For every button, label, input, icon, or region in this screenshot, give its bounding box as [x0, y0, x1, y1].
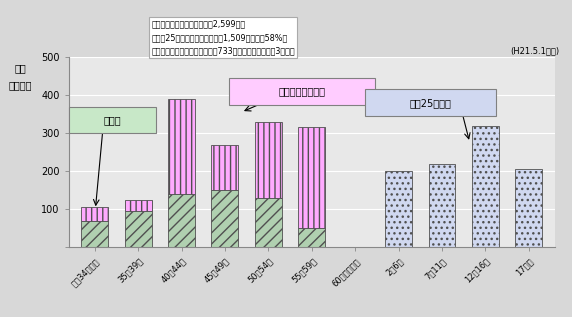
FancyBboxPatch shape [69, 107, 156, 133]
FancyBboxPatch shape [229, 78, 375, 105]
Text: 経年25年未満: 経年25年未満 [410, 98, 452, 108]
Bar [168, 99, 195, 194]
Bar [385, 171, 412, 247]
Bar [255, 122, 282, 198]
Bar [125, 211, 152, 247]
Bar [472, 126, 499, 247]
Text: 改修済: 改修済 [104, 115, 121, 125]
Bar [125, 200, 152, 211]
Bar [298, 228, 325, 247]
Bar [81, 207, 108, 221]
Bar [168, 194, 195, 247]
Text: 未改修の老朽施設: 未改修の老朽施設 [279, 86, 325, 96]
Bar [212, 145, 239, 190]
Text: (H21.5.1現在): (H21.5.1現在) [511, 46, 560, 55]
Bar [515, 169, 542, 247]
Text: 面積: 面積 [14, 63, 26, 73]
Bar [255, 198, 282, 247]
Bar [298, 127, 325, 228]
FancyBboxPatch shape [365, 89, 496, 116]
Text: （万㎡）: （万㎡） [8, 80, 32, 90]
Bar [428, 164, 455, 247]
Bar [212, 190, 239, 247]
Bar [81, 221, 108, 247]
Text: ・国立大学法人等の施設は約2,599万㎡
・経年25年以上の老朽施設は約1,509万㎡（終58%）
　うち、未改修の老朽施設は約733万㎡（保有面積の約3割弱）: ・国立大学法人等の施設は約2,599万㎡ ・経年25年以上の老朽施設は約1,50… [151, 20, 295, 55]
